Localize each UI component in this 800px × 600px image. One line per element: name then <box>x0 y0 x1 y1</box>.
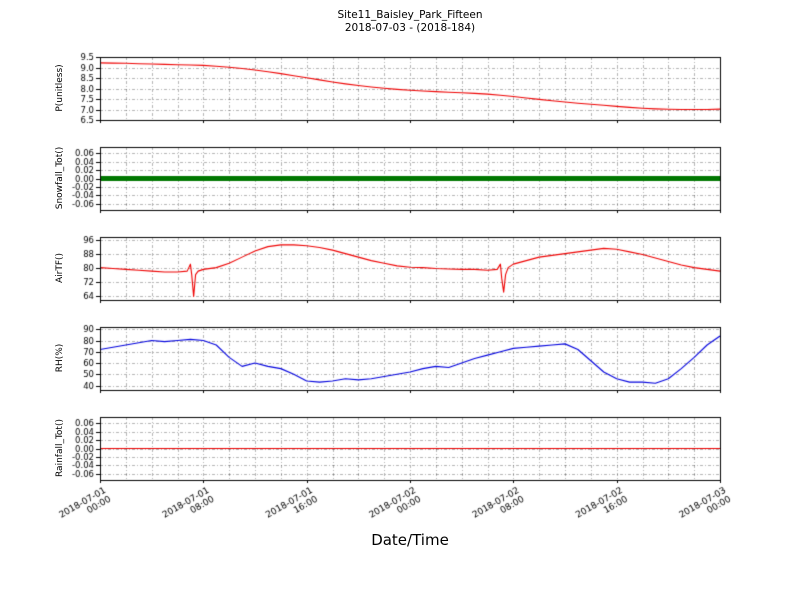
y-axis-label-snowfall-total: Snowfall_Tot() <box>55 146 65 210</box>
x-axis-label: Date/Time <box>371 531 449 549</box>
y-axis-label-air-temp: AirTF() <box>55 252 65 284</box>
y-axis-label-rh: RH(%) <box>55 343 65 373</box>
y-axis-label-p-unitless: P(unitless) <box>55 64 65 112</box>
y-axis-label-rainfall-total: Rainfall_Tot() <box>55 419 65 477</box>
